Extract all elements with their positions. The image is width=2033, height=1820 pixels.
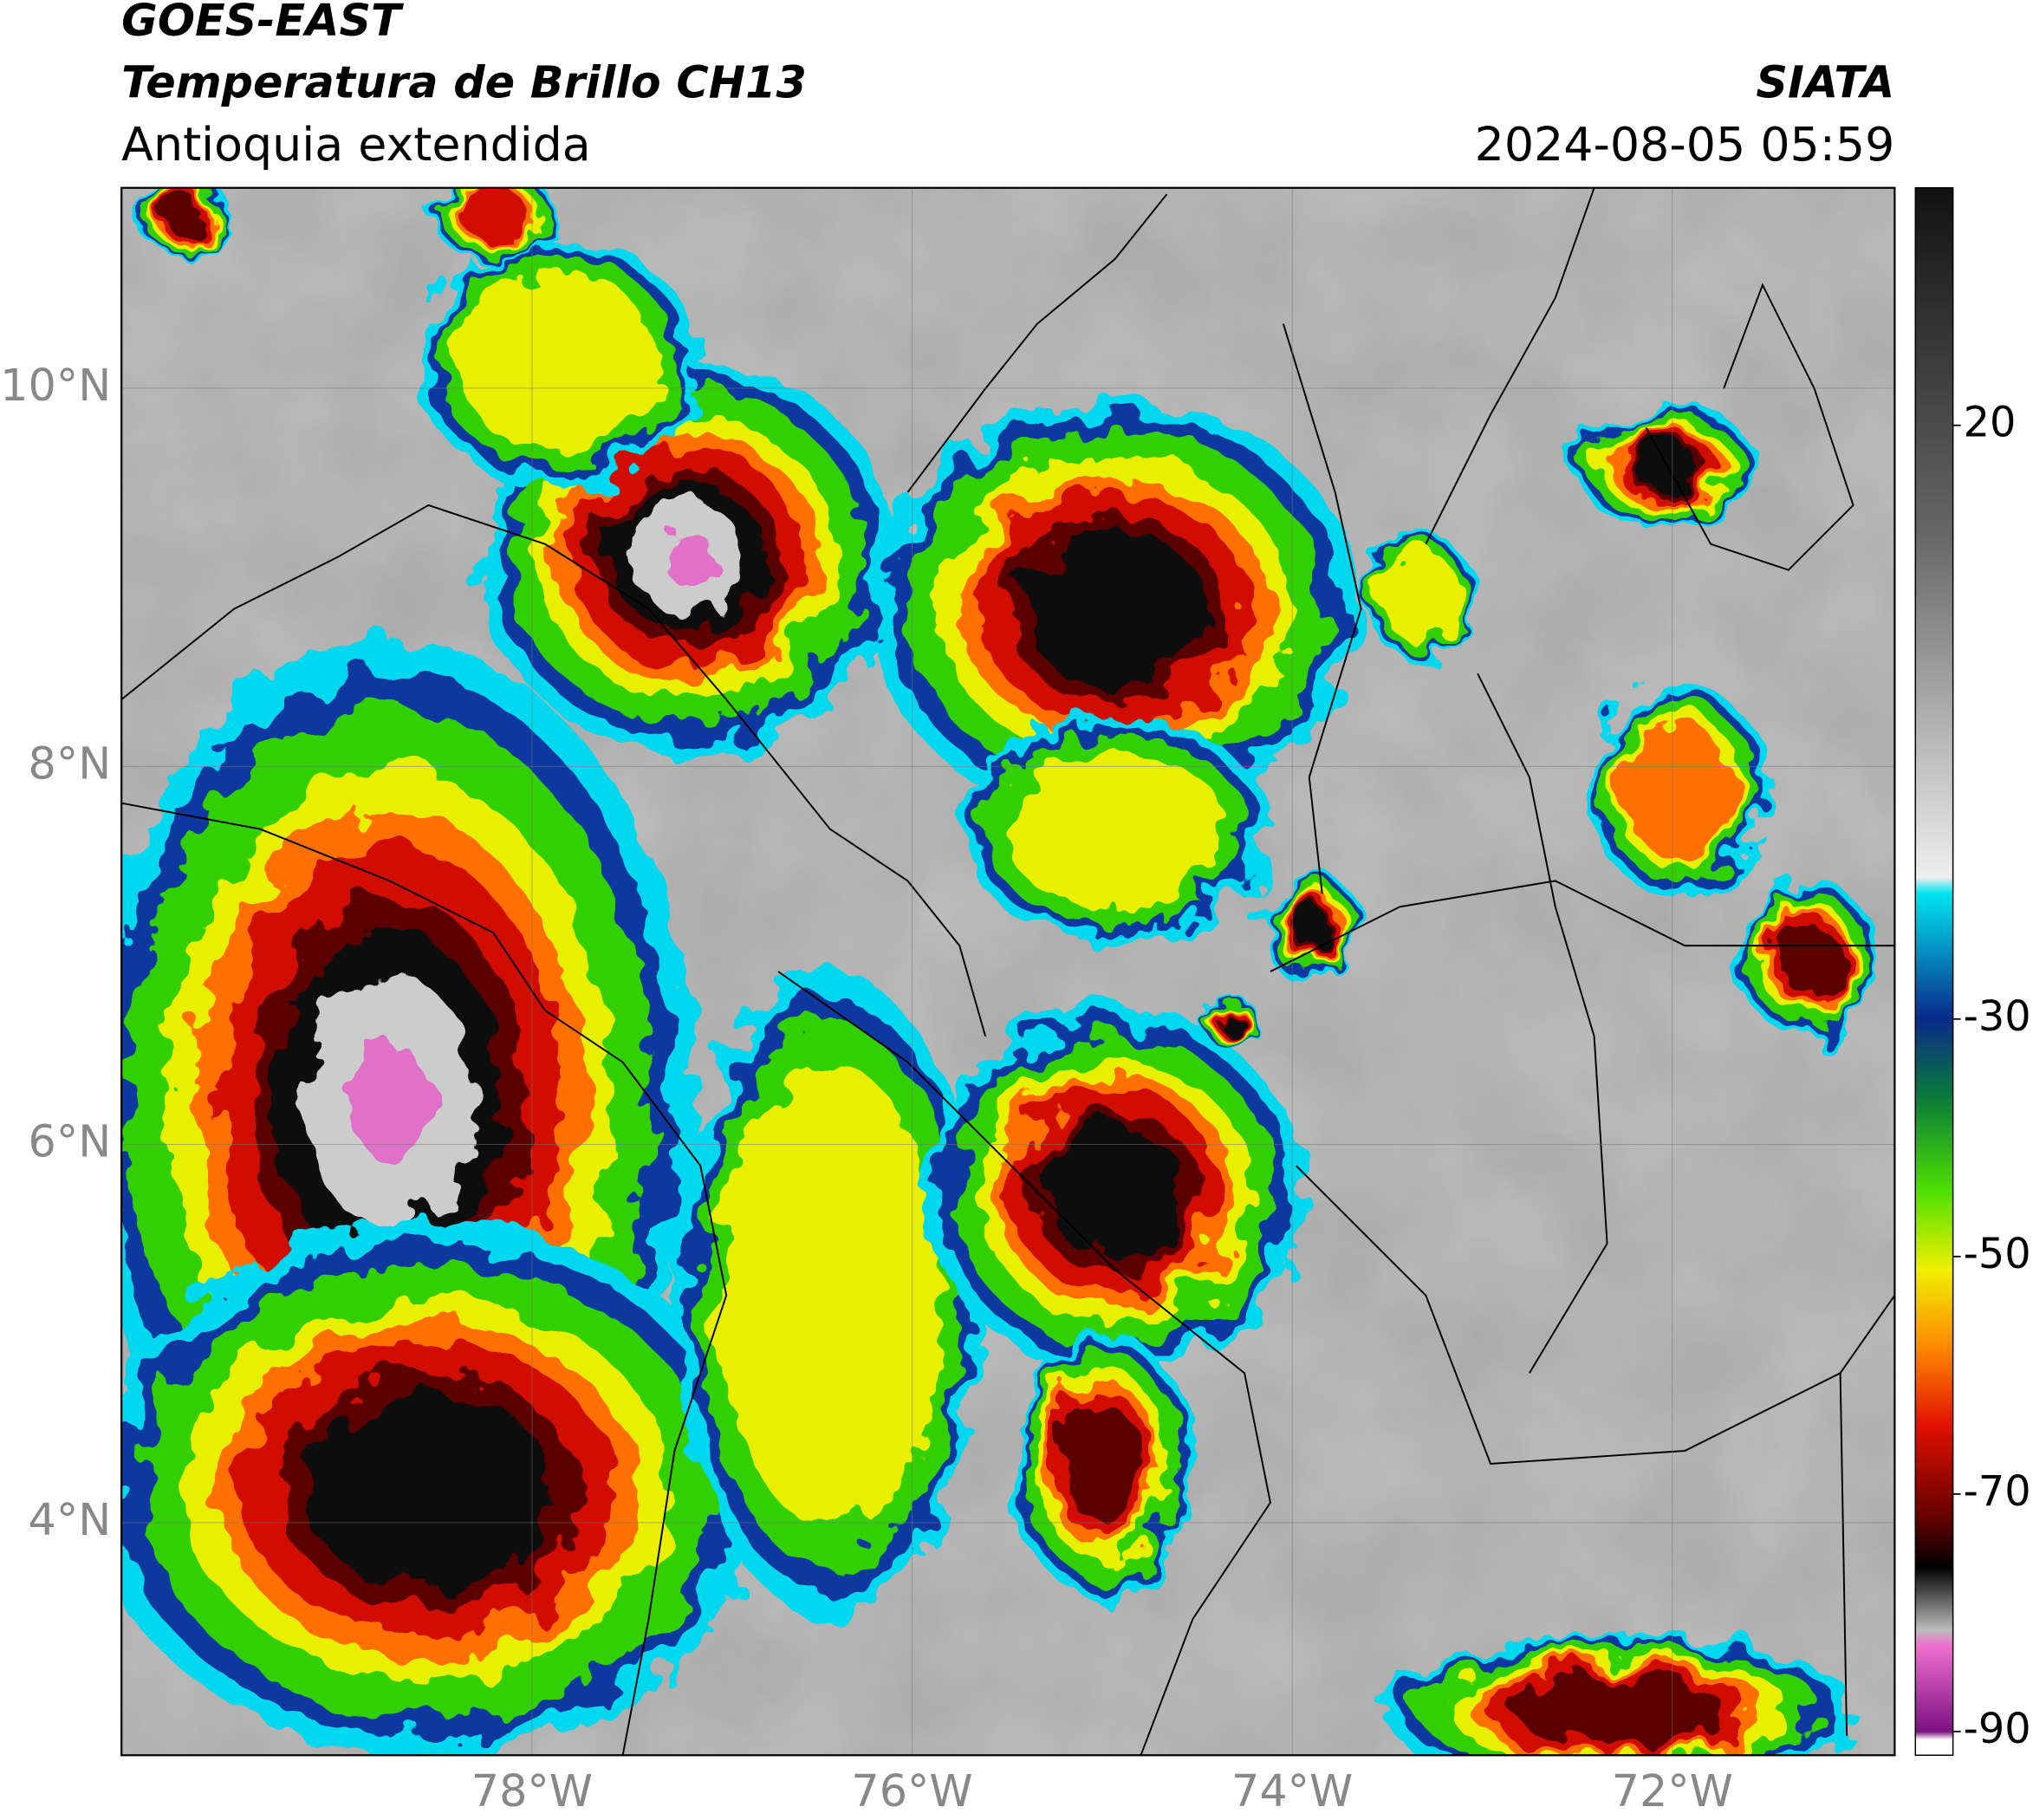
- storm-layer: [659, 531, 715, 582]
- storm-cells: [121, 187, 1878, 1756]
- storm-layer: [1044, 1124, 1185, 1259]
- storm-layer: [1631, 443, 1699, 490]
- storm-layer: [1379, 550, 1460, 642]
- x-tick-label: 72°W: [1612, 1765, 1733, 1817]
- storm-layer: [1004, 748, 1226, 910]
- colorbar: [1914, 186, 1954, 1757]
- border: [1270, 880, 1895, 972]
- storm-layer: [1221, 1012, 1243, 1034]
- colorbar-tick-label: -30: [1964, 993, 2031, 1041]
- x-tick-label: 78°W: [471, 1765, 593, 1817]
- border: [121, 504, 987, 1037]
- borders: [121, 187, 1895, 1756]
- y-tick-label: 4°N: [29, 1494, 112, 1545]
- storm-layer: [303, 1391, 553, 1589]
- storm-layer: [160, 196, 205, 231]
- border: [121, 802, 728, 1756]
- source: SIATA: [1756, 57, 1894, 108]
- x-tick-label: 74°W: [1231, 1765, 1353, 1817]
- x-tick-label: 76°W: [851, 1765, 972, 1817]
- storm-layer: [349, 1041, 430, 1161]
- colorbar-tick-label: 20: [1964, 400, 2017, 447]
- datetime: 2024-08-05 05:59: [1475, 117, 1895, 172]
- colorbar-tick-label: -70: [1964, 1468, 2031, 1516]
- ticks: 78°W 76°W 74°W 72°W 4°N 6°N 8°N 10°N 20 -30 -50 -70…: [0, 360, 2031, 1817]
- colorbar-tick-label: -50: [1964, 1231, 2031, 1278]
- map-frame: [120, 186, 1896, 1757]
- y-tick-label: 10°N: [0, 360, 111, 411]
- title: GOES-EAST: [121, 0, 404, 46]
- border: [1645, 283, 1854, 571]
- y-tick-label: 8°N: [29, 738, 112, 789]
- border: [1425, 187, 1595, 545]
- storm-layer: [718, 1063, 942, 1528]
- map: [121, 187, 1895, 1756]
- border: [777, 971, 1271, 1756]
- storm-layer: [1514, 1675, 1726, 1745]
- storm-layer: [458, 188, 529, 239]
- border: [906, 193, 1168, 493]
- storm-layer: [1776, 924, 1840, 993]
- region: Antioquia extendida: [121, 117, 591, 172]
- border: [1296, 1165, 1895, 1465]
- subtitle: Temperatura de Brillo CH13: [121, 57, 807, 108]
- storm-layer: [1289, 906, 1329, 946]
- y-tick-label: 6°N: [29, 1116, 112, 1167]
- storm-layer: [1062, 1404, 1143, 1524]
- storm-layer: [1621, 724, 1736, 856]
- storm-layer: [1023, 530, 1206, 687]
- border: [1282, 323, 1362, 894]
- border: [1839, 1373, 1848, 1736]
- storm-layer: [457, 271, 659, 454]
- border: [1477, 673, 1608, 1374]
- colorbar-tick-label: -90: [1964, 1706, 2031, 1753]
- grid: [121, 187, 1895, 1756]
